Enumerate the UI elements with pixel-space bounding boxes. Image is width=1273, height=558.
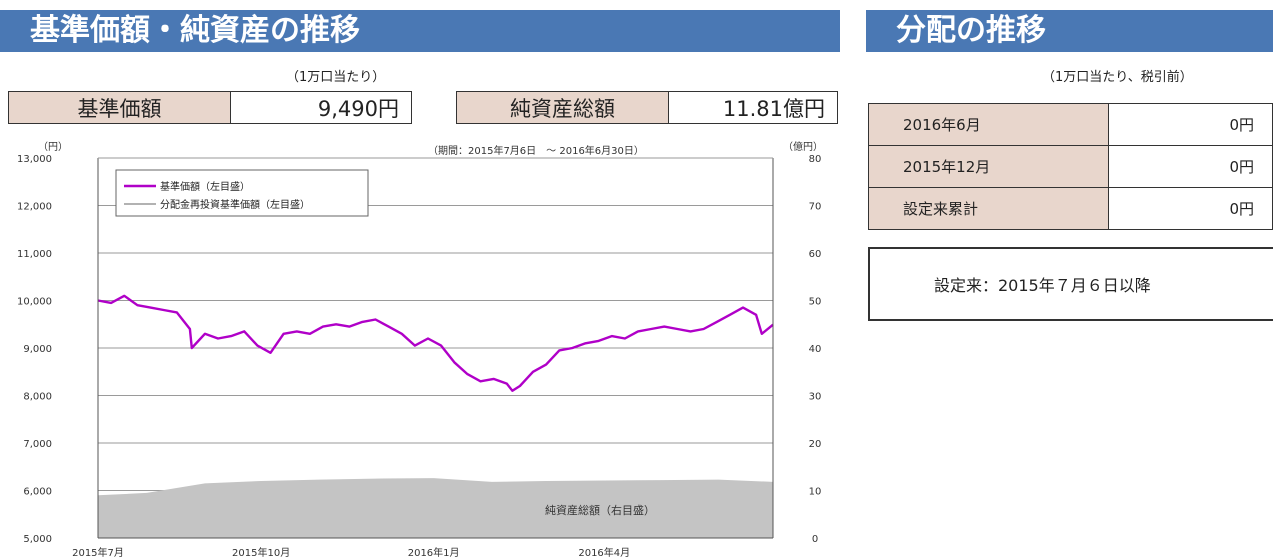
since-inception-text: 設定来：2015年７月６日以降 — [934, 276, 1151, 295]
chart-grid — [98, 205, 773, 491]
distribution-value: 0円 — [1108, 103, 1273, 146]
nav-label: 基準価額 — [9, 92, 231, 123]
y-right-tick-label: 70 — [809, 202, 822, 213]
y-left-tick-label: 12,000 — [17, 202, 52, 213]
total-assets-box: 純資産総額 11.81億円 — [456, 91, 838, 124]
legend-label-reinvested: 分配金再投資基準価額（左目盛） — [160, 198, 310, 211]
nav-box: 基準価額 9,490円 — [8, 91, 412, 124]
total-assets-value: 11.81億円 — [669, 92, 837, 123]
distribution-label: 2015年12月 — [868, 145, 1109, 188]
distribution-section-header: 分配の推移 — [866, 10, 1273, 52]
y-right-tick-label: 80 — [809, 154, 822, 165]
chart-axes — [97, 157, 774, 539]
legend-label-nav: 基準価額（左目盛） — [160, 180, 250, 193]
y-left-tick-label: 8,000 — [23, 392, 52, 403]
nav-chart: 5,000 0 6,000 10 7,000 20 8,000 30 9,000 40 10,000… — [17, 140, 823, 558]
chart-lines — [97, 294, 774, 392]
y-right-tick-label: 60 — [809, 249, 822, 260]
x-tick-label: 2015年10月 — [232, 546, 290, 558]
y-left-tick-label: 7,000 — [23, 439, 52, 450]
y-left-tick-label: 11,000 — [17, 249, 52, 260]
reinvested-nav-line — [98, 301, 773, 325]
y-left-tick-label: 10,000 — [17, 297, 52, 308]
y-right-tick-label: 20 — [809, 439, 822, 450]
x-tick-label: 2016年1月 — [408, 546, 460, 558]
y-right-tick-label: 40 — [809, 344, 822, 355]
nav-unit-note: （1万口当たり） — [286, 70, 386, 85]
y-left-tick-label: 6,000 — [23, 487, 52, 498]
y-left-tick-label: 9,000 — [23, 344, 52, 355]
table-row: 設定来累計 0円 — [868, 187, 1273, 230]
net-assets-area — [98, 478, 773, 538]
table-row: 2015年12月 0円 — [868, 145, 1273, 188]
net-assets-area-shape — [98, 478, 773, 538]
chart-legend: 基準価額（左目盛） 分配金再投資基準価額（左目盛） — [115, 169, 369, 217]
x-tick-label: 2016年4月 — [578, 546, 630, 558]
y-right-tick-label: 0 — [812, 534, 818, 545]
y-left-tick-label: 13,000 — [17, 154, 52, 165]
distribution-table: 2016年6月 0円 2015年12月 0円 設定来累計 0円 — [868, 103, 1273, 230]
y-left-tick-label: 5,000 — [23, 534, 52, 545]
y-right-tick-label: 30 — [809, 392, 822, 403]
area-series-label: 純資産総額（右目盛） — [545, 503, 655, 517]
y-right-tick-label: 10 — [809, 487, 822, 498]
table-row: 2016年6月 0円 — [868, 103, 1273, 146]
x-tick-label: 2015年7月 — [72, 546, 124, 558]
legend-box — [115, 169, 369, 217]
since-inception-box: 設定来：2015年７月６日以降 — [868, 247, 1273, 321]
total-assets-label: 純資産総額 — [457, 92, 669, 123]
distribution-label: 2016年6月 — [868, 103, 1109, 146]
chart-section-header: 基準価額・純資産の推移 — [0, 10, 840, 52]
distribution-unit-note: （1万口当たり、税引前） — [1042, 70, 1193, 85]
y-right-unit-label: （億円） — [783, 140, 823, 153]
y-left-unit-label: （円） — [38, 141, 68, 153]
distribution-label: 設定来累計 — [868, 187, 1109, 230]
nav-value: 9,490円 — [231, 92, 411, 123]
distribution-value: 0円 — [1108, 145, 1273, 188]
period-label: （期間：2015年7月6日 ～ 2016年6月30日） — [428, 144, 644, 157]
chart-labels: 5,000 0 6,000 10 7,000 20 8,000 30 9,000 40 10,000… — [17, 140, 823, 558]
y-right-tick-label: 50 — [809, 297, 822, 308]
distribution-value: 0円 — [1108, 187, 1273, 230]
nav-line — [97, 294, 774, 392]
